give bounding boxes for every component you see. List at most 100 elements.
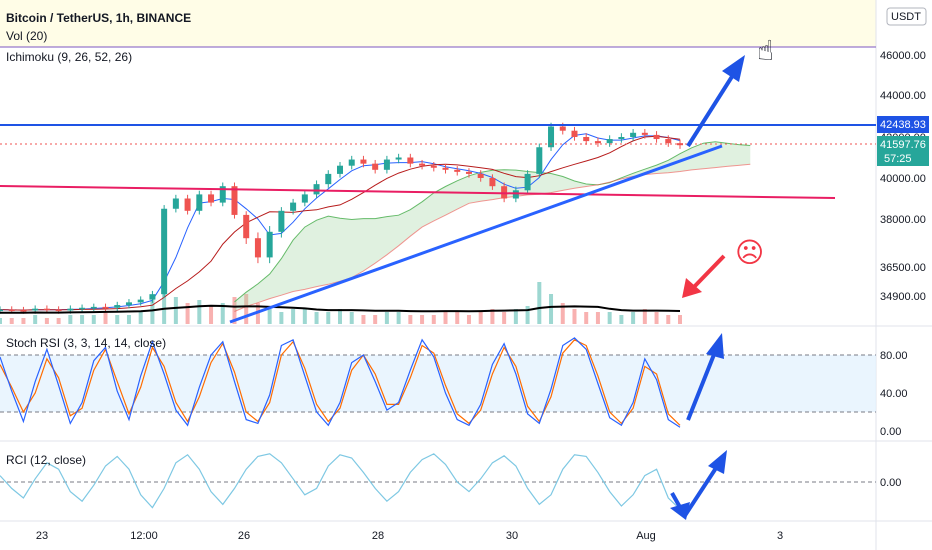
volume-bar xyxy=(197,300,202,324)
price-candle xyxy=(583,133,590,145)
volume-bar xyxy=(666,315,671,324)
price-candle xyxy=(161,205,168,298)
volume-bar xyxy=(56,318,61,324)
volume-bar xyxy=(478,312,483,324)
price-candle xyxy=(219,182,226,207)
time-axis-label: 30 xyxy=(506,530,518,542)
stoch-axis-label: 80.00 xyxy=(880,350,908,362)
volume-bar xyxy=(654,312,659,324)
volume-bar xyxy=(115,315,120,324)
ichimoku-conversion-line xyxy=(0,133,681,311)
volume-bar xyxy=(220,303,225,324)
last-price-tag: 41597.76 57:25 xyxy=(877,136,929,166)
volume-bar xyxy=(513,309,518,324)
volume-bar xyxy=(267,309,272,324)
stoch-up-arrow[interactable] xyxy=(686,333,724,421)
volume-bar xyxy=(502,312,507,324)
price-axis-label: 34900.00 xyxy=(880,291,926,303)
volume-bar xyxy=(642,309,647,324)
ichimoku-span-b xyxy=(234,163,751,312)
price-axis-label: 40000.00 xyxy=(880,173,926,185)
price-candle xyxy=(407,153,414,168)
volume-bar xyxy=(314,312,319,324)
time-axis-label: 23 xyxy=(36,530,48,542)
time-axis-label: Aug xyxy=(636,530,656,542)
symbol-title[interactable]: Bitcoin / TetherUS, 1h, BINANCE xyxy=(6,11,191,25)
price-candle xyxy=(184,194,191,215)
currency-badge-text: USDT xyxy=(891,11,921,23)
price-candle xyxy=(196,190,203,215)
volume-bar xyxy=(173,297,178,324)
volume-ma-line xyxy=(0,304,681,314)
stoch-k-line xyxy=(0,337,681,428)
resistance-price-tag: 42438.93 xyxy=(877,116,929,133)
ichimoku-span-a xyxy=(234,141,751,303)
volume-bar xyxy=(361,315,366,324)
price-candle xyxy=(465,168,472,178)
rci-up-arrow[interactable] xyxy=(682,450,727,519)
ichimoku-legend[interactable]: Ichimoku (9, 26, 52, 26) xyxy=(6,50,132,64)
price-candle xyxy=(430,162,437,172)
sad-face-icon: ☹ xyxy=(735,236,764,269)
price-axis[interactable]: 34900.0036500.0038000.0040000.0042000.00… xyxy=(880,50,926,489)
time-axis[interactable]: 23 12:00 26 28 30 Aug 3 xyxy=(36,530,783,542)
volume-moving-average xyxy=(0,304,681,314)
price-candle xyxy=(337,162,343,178)
price-axis-label: 46000.00 xyxy=(880,50,926,62)
price-candle xyxy=(594,137,601,147)
volume-bar xyxy=(443,312,448,324)
price-candle xyxy=(372,159,379,174)
volume-down-arrow[interactable] xyxy=(682,254,726,298)
price-candle xyxy=(419,159,426,170)
volume-bar xyxy=(490,309,495,324)
price-candle xyxy=(149,290,156,303)
price-candle xyxy=(653,131,660,143)
currency-badge[interactable]: USDT xyxy=(886,7,927,26)
stoch-rsi-legend[interactable]: Stoch RSI (3, 3, 14, 14, close) xyxy=(6,336,166,350)
volume-bar xyxy=(44,318,49,324)
volume-bar xyxy=(619,315,624,324)
time-axis-label: 12:00 xyxy=(130,530,158,542)
volume-bar xyxy=(595,312,600,324)
price-candle xyxy=(0,306,3,314)
price-axis-label: 38000.00 xyxy=(880,214,926,226)
ascending-support-line[interactable] xyxy=(229,144,723,324)
volume-bar xyxy=(338,309,342,324)
rci-legend[interactable]: RCI (12, close) xyxy=(6,453,86,467)
price-axis-label: 36500.00 xyxy=(880,262,926,274)
rci-line xyxy=(0,453,681,510)
price-candle xyxy=(301,190,308,207)
volume-legend[interactable]: Vol (20) xyxy=(6,29,47,43)
volume-bar xyxy=(349,312,354,324)
volume-bar xyxy=(607,312,612,324)
price-candle xyxy=(477,170,484,182)
volume-bar xyxy=(185,303,190,324)
price-candle xyxy=(313,180,320,199)
price-up-arrow[interactable] xyxy=(686,55,745,148)
price-candle xyxy=(90,303,97,312)
volume-bar xyxy=(678,315,682,324)
volume-bar xyxy=(126,315,131,324)
red-trend-line[interactable] xyxy=(0,185,836,199)
price-candle xyxy=(172,194,179,213)
price-candle xyxy=(536,143,543,178)
price-candle xyxy=(606,135,613,147)
time-axis-label: 3 xyxy=(777,530,783,542)
price-candle xyxy=(114,301,121,312)
price-candle xyxy=(489,174,496,190)
stoch-axis-label: 40.00 xyxy=(880,388,908,400)
price-candle xyxy=(665,135,672,147)
price-candle xyxy=(278,207,285,238)
volume-bar xyxy=(0,318,2,324)
volume-bar xyxy=(326,312,331,324)
price-candle xyxy=(348,155,355,170)
volume-bar xyxy=(549,294,554,324)
volume-bar xyxy=(138,312,143,324)
volume-bar xyxy=(279,312,284,324)
price-candle xyxy=(125,299,132,309)
volume-bar xyxy=(291,309,296,324)
volume-bar xyxy=(384,312,389,324)
volume-bar xyxy=(68,315,73,324)
price-candle xyxy=(383,155,390,174)
